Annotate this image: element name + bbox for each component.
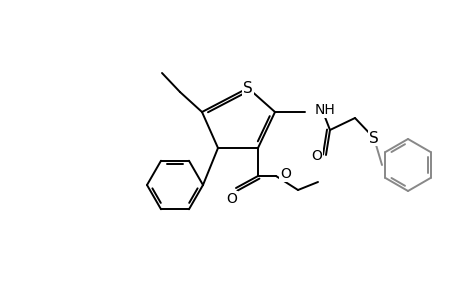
Text: S: S xyxy=(243,80,252,95)
Text: O: O xyxy=(310,149,321,163)
Text: NH: NH xyxy=(314,103,335,117)
Text: S: S xyxy=(368,130,378,146)
Text: O: O xyxy=(280,167,290,181)
Text: O: O xyxy=(226,192,237,206)
